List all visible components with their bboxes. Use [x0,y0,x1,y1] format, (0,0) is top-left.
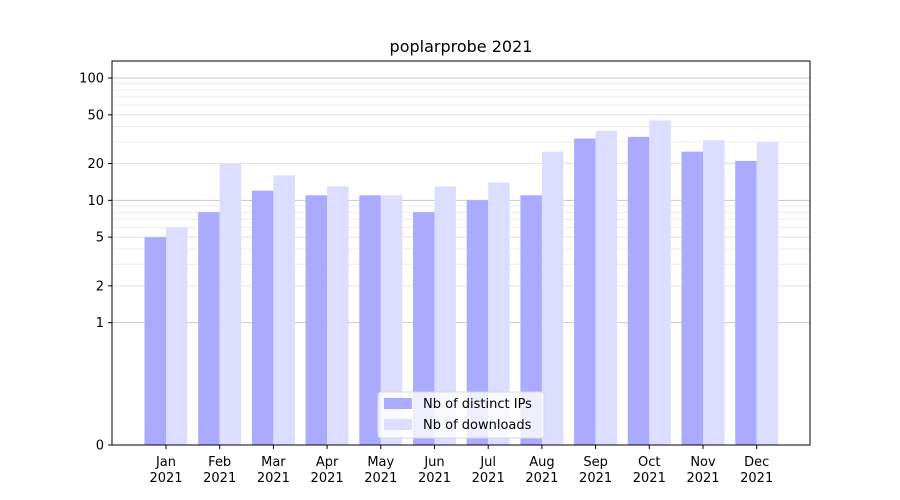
bar-distinct-ips [520,195,542,445]
y-tick-label: 50 [87,108,104,123]
x-tick-label-year: 2021 [633,471,666,486]
bar-distinct-ips [681,151,703,445]
bar-downloads [756,141,779,445]
y-tick-label: 2 [96,279,104,294]
bar-downloads [273,175,295,445]
x-tick-label-year: 2021 [257,471,290,486]
x-tick-label-year: 2021 [525,471,558,486]
bar-distinct-ips [627,136,650,445]
x-tick-label-month: Jun [423,455,444,470]
x-axis: Jan2021Feb2021Mar2021Apr2021May2021Jun20… [149,445,773,486]
bar-downloads [327,186,349,445]
bar-distinct-ips [251,190,274,445]
x-tick-label-month: Mar [261,455,286,470]
x-tick-label-month: May [367,455,394,470]
bar-downloads [488,182,510,445]
bar-downloads [595,130,618,446]
bar-distinct-ips [359,195,381,445]
x-tick-label-year: 2021 [149,471,182,486]
bar-downloads [541,151,564,445]
legend-box [377,391,545,439]
bar-distinct-ips [574,138,596,445]
bar-downloads [166,227,188,445]
bar-distinct-ips [305,195,328,445]
bar-downloads [434,186,456,445]
y-tick-label: 0 [96,439,104,454]
bar-downloads [380,195,403,445]
bar-distinct-ips [144,237,166,445]
x-tick-label-month: Jan [155,455,176,470]
plot-frame [111,60,811,446]
x-tick-label-month: Aug [529,455,554,470]
legend-swatch [384,398,412,409]
x-tick-label-month: Sep [583,455,608,470]
y-tick-label: 100 [79,72,104,87]
bar-distinct-ips [466,200,489,445]
x-tick-label-year: 2021 [472,471,505,486]
x-tick-label-month: Jul [479,455,496,470]
bars [144,120,779,446]
legend: Nb of distinct IPs Nb of downloads [377,391,545,439]
x-tick-label-year: 2021 [418,471,451,486]
y-tick-label: 20 [87,157,104,172]
y-tick-label: 1 [96,316,104,331]
y-axis: 0 1 2 5 10 20 50 100 [79,72,112,454]
x-tick-label-year: 2021 [686,471,719,486]
x-tick-label-year: 2021 [579,471,612,486]
x-tick-label-year: 2021 [740,471,773,486]
x-tick-label-year: 2021 [311,471,344,486]
bar-distinct-ips [198,212,220,445]
bar-distinct-ips [413,212,435,445]
chart-title: poplarprobe 2021 [390,37,533,56]
legend-swatch [384,419,412,430]
x-tick-label-year: 2021 [203,471,236,486]
bar-downloads [219,163,242,445]
legend-label: Nb of distinct IPs [423,397,532,412]
x-tick-label-month: Oct [638,455,660,470]
legend-label: Nb of downloads [423,418,532,433]
x-tick-label-month: Dec [744,455,769,470]
y-tick-label: 5 [96,231,104,246]
x-tick-label-month: Feb [208,455,231,470]
x-tick-label-month: Apr [316,455,339,470]
bar-downloads [649,120,671,445]
x-tick-label-month: Nov [690,455,716,470]
x-tick-label-year: 2021 [364,471,397,486]
bar-distinct-ips [735,160,757,446]
bar-downloads [703,140,725,445]
y-tick-label: 10 [87,194,104,209]
